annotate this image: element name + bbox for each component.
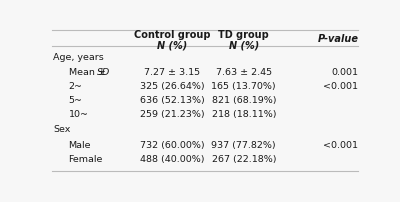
- Text: Mean ±: Mean ±: [69, 67, 108, 76]
- Text: 5~: 5~: [69, 95, 82, 104]
- Text: 267 (22.18%): 267 (22.18%): [212, 154, 276, 163]
- Text: 488 (40.00%): 488 (40.00%): [140, 154, 205, 163]
- Text: N (%): N (%): [157, 40, 188, 50]
- Text: 10~: 10~: [69, 109, 89, 118]
- Text: TD group: TD group: [218, 30, 269, 40]
- Text: 636 (52.13%): 636 (52.13%): [140, 95, 205, 104]
- Text: N (%): N (%): [229, 40, 259, 50]
- Text: Female: Female: [69, 154, 103, 163]
- Text: 937 (77.82%): 937 (77.82%): [212, 140, 276, 149]
- Text: Male: Male: [69, 140, 91, 149]
- Text: SD: SD: [98, 67, 111, 76]
- Text: P-value: P-value: [318, 34, 358, 44]
- Text: 821 (68.19%): 821 (68.19%): [212, 95, 276, 104]
- Text: 165 (13.70%): 165 (13.70%): [212, 81, 276, 90]
- Text: 0.001: 0.001: [332, 67, 358, 76]
- Text: Sex: Sex: [53, 124, 70, 133]
- Text: <0.001: <0.001: [324, 81, 358, 90]
- Text: 7.27 ± 3.15: 7.27 ± 3.15: [144, 67, 200, 76]
- Text: <0.001: <0.001: [324, 140, 358, 149]
- Text: Age, years: Age, years: [53, 53, 104, 62]
- Text: 732 (60.00%): 732 (60.00%): [140, 140, 205, 149]
- Text: 7.63 ± 2.45: 7.63 ± 2.45: [216, 67, 272, 76]
- Text: Control group: Control group: [134, 30, 211, 40]
- Text: 2~: 2~: [69, 81, 82, 90]
- Text: 218 (18.11%): 218 (18.11%): [212, 109, 276, 118]
- Text: 259 (21.23%): 259 (21.23%): [140, 109, 205, 118]
- Text: 325 (26.64%): 325 (26.64%): [140, 81, 205, 90]
